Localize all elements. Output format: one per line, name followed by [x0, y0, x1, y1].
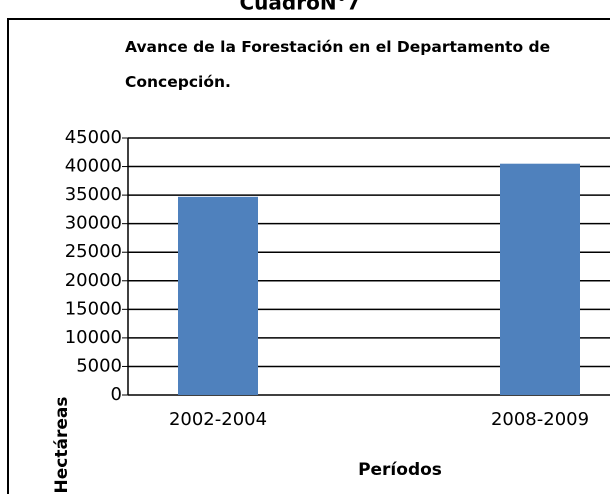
title-box: Avance de la Forestación en el Departame…	[125, 38, 551, 91]
bar	[500, 163, 580, 395]
y-tick-label: 10000	[65, 327, 122, 348]
y-tick-label: 40000	[65, 156, 122, 177]
frame	[7, 18, 610, 494]
x-tick-label: 2002-2004	[169, 409, 267, 430]
y-tick-label: 15000	[65, 298, 122, 319]
y-axis-label: Hectáreas	[52, 397, 72, 494]
header-title: CuadroN°7	[240, 0, 361, 15]
y-tick-label: 45000	[65, 127, 122, 148]
chart-title: Avance de la Forestación en el Departame…	[125, 38, 551, 91]
y-tick-label: 0	[111, 384, 122, 405]
y-tick-label: 5000	[76, 355, 122, 376]
x-axis-label: Períodos	[358, 460, 442, 480]
y-tick-label: 25000	[65, 241, 122, 262]
x-tick-label: 2008-2009	[491, 409, 589, 430]
y-tick-label: 30000	[65, 213, 122, 234]
y-tick-label: 35000	[65, 184, 122, 205]
y-tick-label: 20000	[65, 270, 122, 291]
bar	[178, 196, 258, 395]
